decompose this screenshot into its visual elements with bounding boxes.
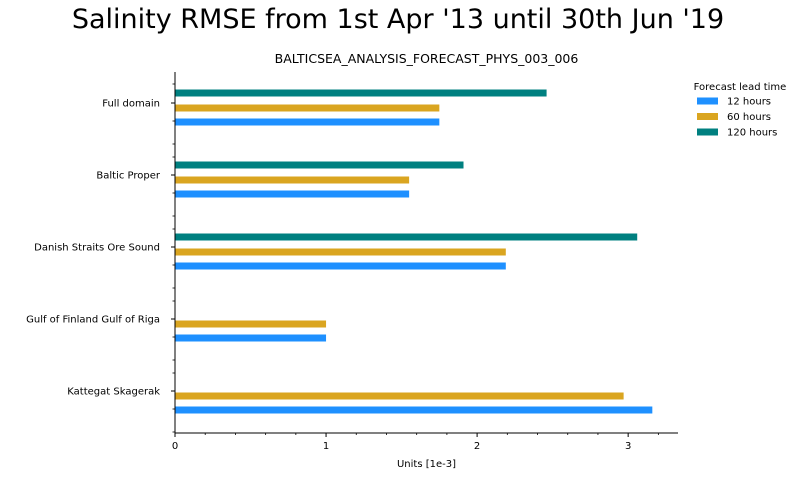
x-tick-label: 3	[625, 441, 631, 452]
bar-120-hours-1	[175, 161, 464, 169]
x-tick-label: 0	[172, 441, 178, 452]
legend-swatch-12-hours	[697, 97, 718, 105]
bar-60-hours-2	[175, 248, 506, 256]
bars-group	[175, 89, 653, 414]
category-label: Danish Straits Ore Sound	[34, 243, 160, 254]
legend-swatch-120-hours	[697, 128, 718, 136]
legend-label-60-hours: 60 hours	[727, 112, 771, 123]
category-label: Full domain	[102, 99, 160, 110]
bar-12-hours-2	[175, 262, 506, 270]
legend-label-120-hours: 120 hours	[727, 128, 777, 139]
bar-120-hours-2	[175, 233, 638, 241]
bar-12-hours-0	[175, 118, 440, 126]
legend-label-12-hours: 12 hours	[727, 97, 771, 108]
legend-swatch-60-hours	[697, 113, 718, 120]
bar-60-hours-4	[175, 392, 624, 400]
bar-120-hours-0	[175, 89, 547, 97]
bar-60-hours-3	[175, 320, 327, 328]
bar-12-hours-3	[175, 334, 327, 342]
bar-12-hours-1	[175, 190, 410, 198]
bar-60-hours-1	[175, 176, 410, 184]
x-axis-title: Units [1e-3]	[397, 459, 456, 470]
axes-group: Full domain Baltic Proper Danish Straits O…	[26, 72, 678, 470]
legend-title: Forecast lead time	[694, 82, 787, 93]
category-label: Baltic Proper	[96, 171, 161, 182]
category-label: Gulf of Finland Gulf of Riga	[26, 315, 160, 326]
bar-60-hours-0	[175, 104, 440, 112]
category-label: Kattegat Skagerak	[67, 387, 160, 398]
x-tick-label: 1	[323, 441, 329, 452]
x-tick-label: 2	[474, 441, 480, 452]
bar-12-hours-4	[175, 406, 653, 414]
chart-title: Salinity RMSE from 1st Apr '13 until 30t…	[71, 4, 725, 35]
chart-subtitle: BALTICSEA_ANALYSIS_FORECAST_PHYS_003_006	[274, 51, 579, 66]
legend: Forecast lead time 12 hours 60 hours 120 ho…	[694, 82, 787, 139]
